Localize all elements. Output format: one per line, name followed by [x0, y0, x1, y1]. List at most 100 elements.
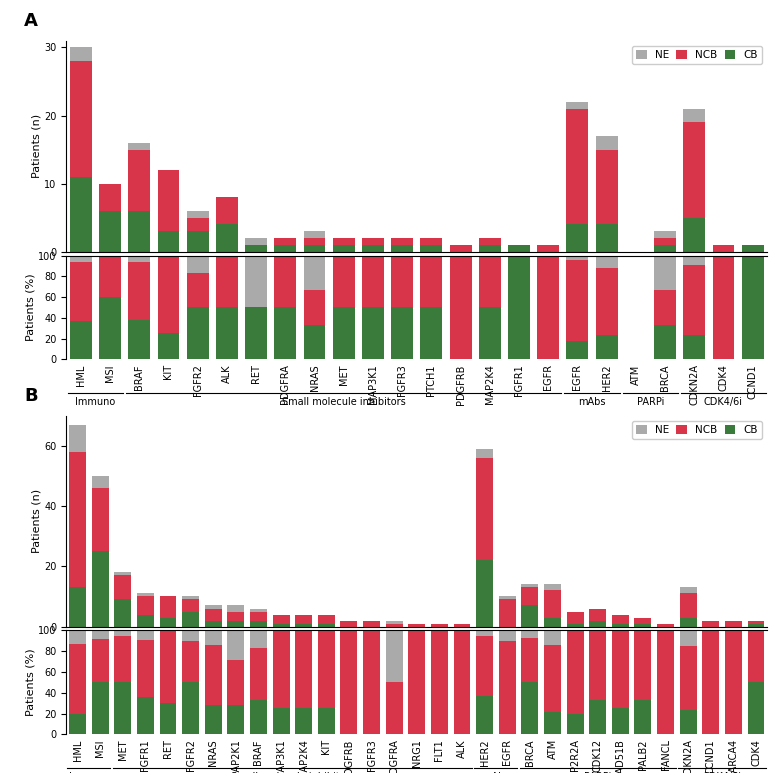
Bar: [187, 308, 209, 359]
Text: A: A: [24, 12, 38, 30]
Bar: [391, 245, 413, 252]
Bar: [216, 197, 238, 224]
Bar: [713, 256, 735, 359]
Bar: [318, 708, 335, 734]
Bar: [596, 150, 618, 224]
Bar: [654, 256, 676, 290]
Bar: [216, 308, 238, 359]
Bar: [566, 713, 583, 734]
Text: Small molecule inhibitors: Small molecule inhibitors: [231, 771, 354, 773]
Bar: [363, 621, 380, 627]
Bar: [449, 256, 471, 359]
Bar: [521, 683, 538, 734]
Bar: [683, 218, 705, 252]
Bar: [657, 631, 674, 734]
Bar: [596, 267, 618, 335]
Bar: [187, 273, 209, 308]
Bar: [115, 636, 131, 683]
Bar: [654, 245, 676, 252]
Bar: [70, 263, 92, 322]
Bar: [274, 238, 296, 245]
Bar: [182, 641, 199, 683]
Bar: [499, 631, 516, 641]
Bar: [589, 608, 606, 621]
Bar: [205, 608, 222, 621]
Bar: [654, 231, 676, 238]
Bar: [227, 621, 245, 627]
Bar: [521, 587, 538, 605]
Bar: [137, 640, 153, 696]
Bar: [304, 256, 326, 290]
Bar: [182, 631, 199, 641]
Text: Immuno: Immuno: [69, 771, 109, 773]
Text: CDK4/6i: CDK4/6i: [703, 771, 742, 773]
Y-axis label: Patients (n): Patients (n): [31, 114, 41, 179]
Bar: [479, 238, 501, 245]
Bar: [421, 245, 442, 252]
Y-axis label: Patients (%): Patients (%): [26, 649, 35, 717]
Bar: [182, 600, 199, 611]
Bar: [92, 476, 108, 488]
Bar: [362, 308, 384, 359]
Bar: [99, 256, 121, 297]
Bar: [304, 325, 326, 359]
Bar: [245, 238, 267, 245]
Bar: [318, 631, 335, 708]
Bar: [129, 143, 150, 150]
Bar: [363, 631, 380, 734]
Bar: [657, 624, 674, 627]
Bar: [538, 245, 559, 252]
Bar: [160, 597, 177, 618]
Bar: [157, 231, 179, 252]
Text: mAbs: mAbs: [578, 397, 606, 407]
Bar: [69, 587, 86, 627]
Bar: [182, 611, 199, 627]
Bar: [157, 333, 179, 359]
Bar: [612, 631, 629, 708]
Bar: [748, 683, 764, 734]
Bar: [386, 683, 403, 734]
Bar: [70, 177, 92, 252]
Bar: [187, 231, 209, 252]
Bar: [137, 594, 153, 597]
Text: CDK4/6i: CDK4/6i: [704, 397, 743, 407]
Bar: [227, 611, 245, 621]
Bar: [431, 624, 448, 627]
Bar: [205, 645, 222, 705]
Bar: [69, 631, 86, 645]
Bar: [250, 700, 267, 734]
Bar: [544, 618, 561, 627]
Bar: [566, 341, 588, 359]
Bar: [748, 631, 764, 683]
Bar: [679, 594, 696, 618]
Bar: [521, 605, 538, 627]
Bar: [187, 218, 209, 231]
Bar: [92, 551, 108, 627]
Bar: [391, 256, 413, 308]
Bar: [476, 560, 493, 627]
Bar: [295, 708, 312, 734]
Bar: [431, 631, 448, 734]
Bar: [227, 631, 245, 660]
Bar: [295, 615, 312, 624]
Bar: [137, 615, 153, 627]
Bar: [612, 624, 629, 627]
Bar: [589, 631, 606, 700]
Bar: [713, 245, 735, 252]
Bar: [115, 683, 131, 734]
Bar: [683, 265, 705, 335]
Bar: [748, 624, 764, 627]
Bar: [408, 631, 425, 734]
Bar: [69, 714, 86, 734]
Bar: [521, 631, 538, 638]
Bar: [227, 705, 245, 734]
Bar: [137, 631, 153, 640]
Bar: [508, 245, 530, 252]
Bar: [99, 297, 121, 359]
Bar: [679, 646, 696, 710]
Bar: [566, 256, 588, 261]
Bar: [725, 621, 742, 627]
Bar: [476, 635, 493, 696]
Bar: [476, 696, 493, 734]
Bar: [333, 245, 354, 252]
